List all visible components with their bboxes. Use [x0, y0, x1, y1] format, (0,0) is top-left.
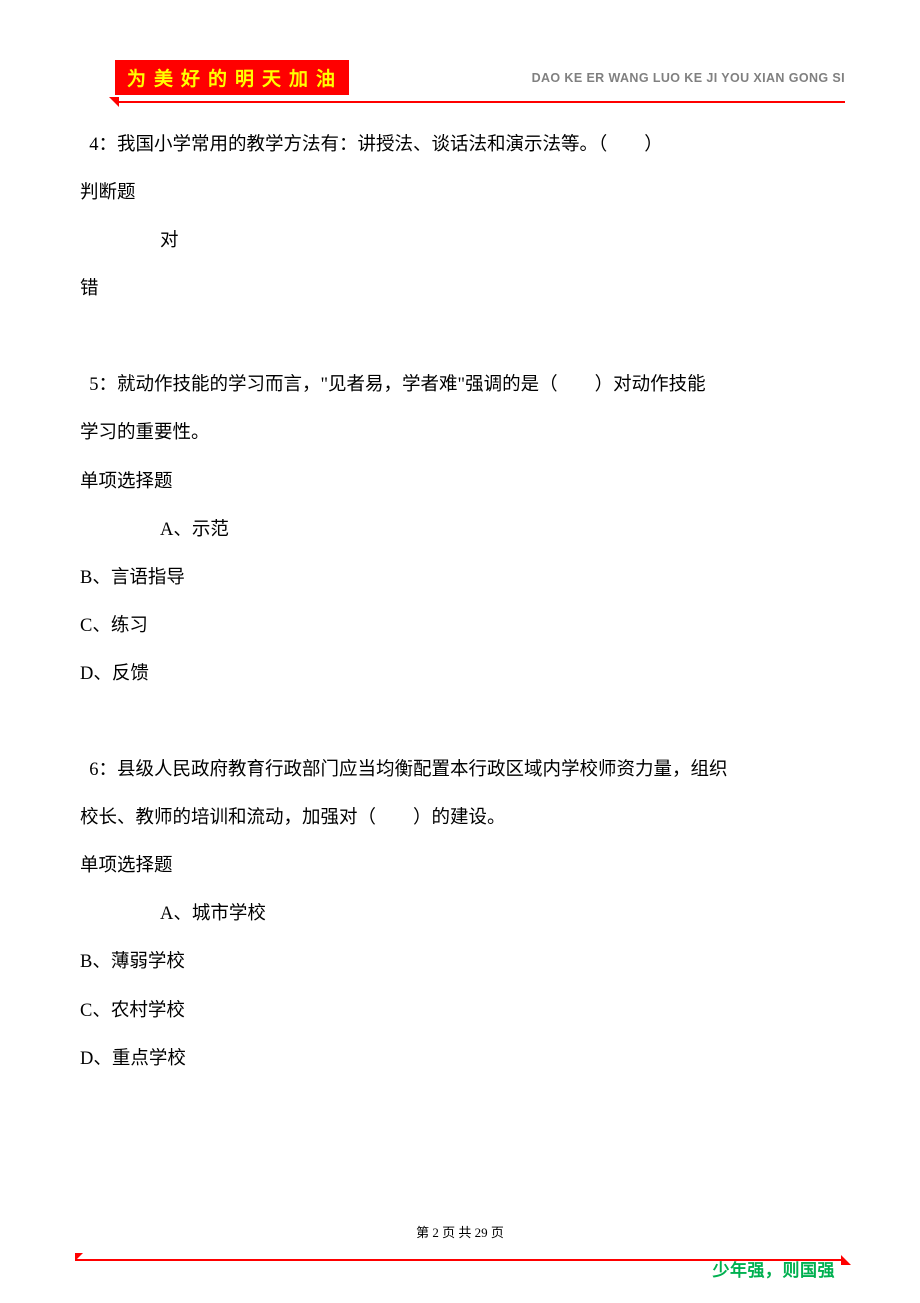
- question-4: 4：我国小学常用的教学方法有：讲授法、谈话法和演示法等。（ ） 判断题 对 错: [80, 121, 840, 313]
- page-suffix: 页: [488, 1225, 504, 1240]
- option-a: A、示范: [160, 506, 840, 554]
- page-number: 第 2 页 共 29 页: [0, 1222, 920, 1241]
- header-pinyin: DAO KE ER WANG LUO KE JI YOU XIAN GONG S…: [532, 71, 845, 85]
- question-text-line1: 6：县级人民政府教育行政部门应当均衡配置本行政区域内学校师资力量，组织: [80, 746, 840, 794]
- question-type-label: 判断题: [80, 169, 840, 217]
- option-c: C、练习: [80, 602, 840, 650]
- page-prefix: 第: [416, 1225, 432, 1240]
- option-true: 对: [160, 217, 840, 265]
- header-divider: [115, 101, 845, 103]
- option-d: D、重点学校: [80, 1035, 840, 1083]
- question-text-line2: 校长、教师的培训和流动，加强对（ ）的建设。: [80, 794, 840, 842]
- question-text-line2: 学习的重要性。: [80, 409, 840, 457]
- question-5: 5：就动作技能的学习而言，"见者易，学者难"强调的是（ ）对动作技能 学习的重要…: [80, 361, 840, 698]
- option-c: C、农村学校: [80, 987, 840, 1035]
- option-d: D、反馈: [80, 650, 840, 698]
- question-text: 4：我国小学常用的教学方法有：讲授法、谈话法和演示法等。（ ）: [80, 121, 840, 169]
- question-6: 6：县级人民政府教育行政部门应当均衡配置本行政区域内学校师资力量，组织 校长、教…: [80, 746, 840, 1083]
- spacer: [80, 698, 840, 746]
- spacer: [80, 313, 840, 361]
- document-content: 4：我国小学常用的教学方法有：讲授法、谈话法和演示法等。（ ） 判断题 对 错 …: [0, 103, 920, 1083]
- header-banner: 为美好的明天加油: [115, 60, 349, 95]
- question-type-label: 单项选择题: [80, 842, 840, 890]
- option-false: 错: [80, 265, 840, 313]
- option-b: B、薄弱学校: [80, 938, 840, 986]
- footer-slogan: 少年强，则国强: [713, 1256, 836, 1281]
- option-a: A、城市学校: [160, 890, 840, 938]
- page-header: 为美好的明天加油 DAO KE ER WANG LUO KE JI YOU XI…: [0, 0, 920, 95]
- page-mid: 页 共: [439, 1225, 475, 1240]
- page-total: 29: [475, 1225, 488, 1240]
- question-type-label: 单项选择题: [80, 458, 840, 506]
- option-b: B、言语指导: [80, 554, 840, 602]
- question-text-line1: 5：就动作技能的学习而言，"见者易，学者难"强调的是（ ）对动作技能: [80, 361, 840, 409]
